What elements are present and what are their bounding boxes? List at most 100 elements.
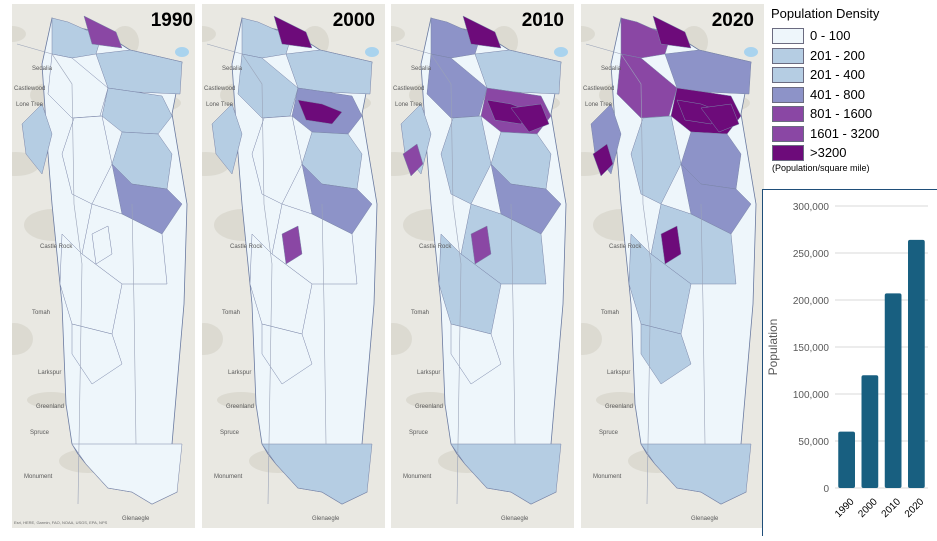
census-tract <box>640 443 752 505</box>
y-tick-label: 300,000 <box>793 202 830 213</box>
place-label-monument: Monument <box>403 474 432 480</box>
place-label-greenland: Greenland <box>605 404 634 410</box>
y-tick-label: 0 <box>823 484 829 495</box>
place-label-sedalia: Sedalia <box>411 66 432 72</box>
bar-2000 <box>861 375 879 488</box>
place-label-castle-rock: Castle Rock <box>609 244 642 250</box>
place-label-larkspur: Larkspur <box>38 370 62 376</box>
terrain-shade <box>12 26 26 42</box>
census-tract <box>474 49 562 95</box>
road <box>16 43 83 505</box>
x-tick-label: 2010 <box>880 496 904 520</box>
legend-swatch <box>772 47 804 64</box>
place-label-greenland: Greenland <box>226 404 255 410</box>
place-label-larkspur: Larkspur <box>228 370 252 376</box>
place-label-larkspur: Larkspur <box>417 370 441 376</box>
y-tick-label: 200,000 <box>793 296 830 307</box>
census-tract <box>640 323 692 385</box>
census-tract <box>281 225 303 265</box>
population-chart: 0 50,000 100,000 150,000 200,000 250,000 300,0… <box>762 189 937 536</box>
road <box>700 203 706 445</box>
place-label-spruce: Spruce <box>409 430 429 436</box>
legend-swatch <box>772 86 804 103</box>
choropleth-map <box>581 15 758 505</box>
place-label-lone-tree: Lone Tree <box>206 102 234 108</box>
census-tract <box>101 87 173 135</box>
place-label-castlewood: Castlewood <box>204 86 236 92</box>
place-label-sedalia: Sedalia <box>601 66 622 72</box>
census-tract <box>510 103 550 133</box>
y-tick-label: 100,000 <box>793 390 830 401</box>
terrain-shade <box>391 26 405 42</box>
terrain-shade <box>202 26 216 42</box>
place-label-castle-rock: Castle Rock <box>230 244 263 250</box>
terrain-shade <box>581 323 602 355</box>
legend-swatch <box>772 125 804 142</box>
map-panel-2020: 2020 Castlewood Lone Tree Castle Rock Larksp… <box>581 4 764 528</box>
road <box>585 43 652 505</box>
panel-year-label: 2010 <box>521 10 564 31</box>
place-label-tomah: Tomah <box>601 310 620 316</box>
map-legend: Population Density 0 - 100 201 - 200 201 -… <box>768 6 936 173</box>
y-tick-label: 150,000 <box>793 343 830 354</box>
place-label-lone-tree: Lone Tree <box>16 102 44 108</box>
place-label-castlewood: Castlewood <box>393 86 425 92</box>
place-label-tomah: Tomah <box>411 310 430 316</box>
choropleth-map <box>12 15 189 505</box>
legend-class-label: 1601 - 3200 <box>810 125 880 141</box>
bar-1990 <box>838 431 855 488</box>
place-label-glenaegle: Glenaegle <box>312 516 340 522</box>
legend-class-label: 401 - 800 <box>810 86 865 102</box>
lake <box>365 47 379 57</box>
legend-swatch <box>772 145 804 161</box>
place-label-sedalia: Sedalia <box>32 66 53 72</box>
legend-swatch <box>772 106 804 122</box>
census-tract <box>450 443 562 505</box>
census-tract <box>95 49 183 95</box>
x-tick-label: 2000 <box>856 496 880 520</box>
lake <box>175 47 189 57</box>
place-label-greenland: Greenland <box>36 404 65 410</box>
place-label-spruce: Spruce <box>220 430 240 436</box>
place-label-castlewood: Castlewood <box>583 86 615 92</box>
road <box>395 43 462 505</box>
bar-2020 <box>908 239 925 488</box>
population-bar-chart: 0 50,000 100,000 150,000 200,000 250,000 300,0… <box>766 202 928 520</box>
census-tract <box>261 443 373 505</box>
legend-unit-note: (Population/square mile) <box>772 163 870 173</box>
choropleth-map <box>391 15 568 505</box>
terrain-shade <box>12 323 33 355</box>
place-label-spruce: Spruce <box>30 430 50 436</box>
road <box>131 203 137 445</box>
terrain-shade <box>391 323 412 355</box>
bar-2010 <box>884 293 902 488</box>
y-tick-label: 50,000 <box>798 437 829 448</box>
map-panel-1990: 1990 Castlewood Lone Tree Castle Rock Larksp… <box>12 4 195 528</box>
place-label-castlewood: Castlewood <box>14 86 46 92</box>
basemap-credit: Esri, HERE, Garmin, FAO, NOAA, USGS, EPA… <box>14 520 108 525</box>
terrain-shade <box>217 392 265 408</box>
census-tract <box>664 49 752 95</box>
place-label-spruce: Spruce <box>599 430 619 436</box>
x-tick-label: 2020 <box>903 496 927 520</box>
census-tract <box>273 15 313 49</box>
census-tract <box>700 103 740 133</box>
legend-class-label: 801 - 1600 <box>810 106 873 121</box>
census-tract <box>592 143 614 177</box>
terrain-shade <box>202 323 223 355</box>
y-axis-label: Population <box>766 319 780 376</box>
legend-swatch <box>772 67 804 83</box>
road <box>510 203 516 445</box>
legend-class-label: 201 - 200 <box>810 47 865 63</box>
census-tract <box>470 225 492 265</box>
census-tract <box>71 443 183 505</box>
place-label-glenaegle: Glenaegle <box>501 516 529 522</box>
terrain-shade <box>27 392 75 408</box>
census-tract <box>21 103 53 175</box>
census-tract <box>211 103 243 175</box>
place-label-monument: Monument <box>24 474 53 480</box>
place-label-monument: Monument <box>214 474 243 480</box>
census-tract <box>91 225 113 265</box>
census-tract <box>652 15 692 49</box>
place-label-lone-tree: Lone Tree <box>585 102 613 108</box>
